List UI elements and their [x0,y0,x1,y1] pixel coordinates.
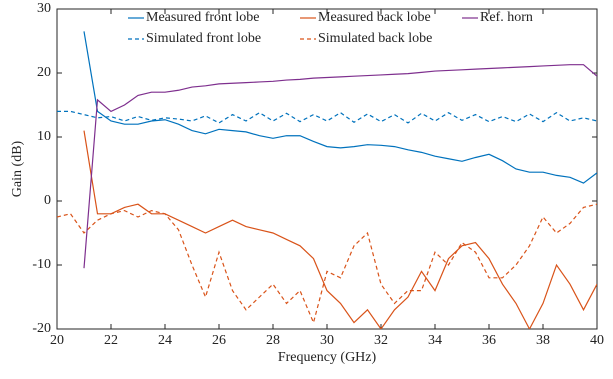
data-line [83,64,597,269]
legend-label: Simulated front lobe [146,31,261,46]
y-tick-label: 30 [37,1,51,16]
legend-label: Ref. horn [480,10,533,25]
data-line [57,203,597,325]
x-tick-label: 24 [158,333,172,348]
x-tick-label: 36 [482,333,496,348]
plot-area [57,31,597,329]
y-tick-label: 10 [37,129,51,144]
x-tick-label: 30 [320,333,334,348]
x-axis-label: Frequency (GHz) [278,350,377,365]
x-tick-label: 40 [590,333,604,348]
y-axis-label: Gain (dB) [10,140,25,197]
y-tick-label: 20 [37,65,51,80]
y-tick-label: 0 [44,193,51,208]
y-tick-label: -20 [32,321,51,336]
x-tick-label: 38 [536,333,550,348]
x-tick-label: 28 [266,333,280,348]
x-tick-label: 26 [212,333,226,348]
plot-frame [56,8,598,330]
legend-label: Measured back lobe [318,10,431,25]
x-tick-label: 22 [104,333,118,348]
legend-label: Simulated back lobe [318,31,432,46]
x-tick-label: 20 [50,333,64,348]
data-line [83,31,597,184]
x-tick-label: 32 [374,333,388,348]
y-tick-label: -10 [32,257,51,272]
x-tick-label: 34 [428,333,442,348]
data-line [83,130,597,329]
data-line [57,110,597,124]
legend-label: Measured front lobe [146,10,260,25]
